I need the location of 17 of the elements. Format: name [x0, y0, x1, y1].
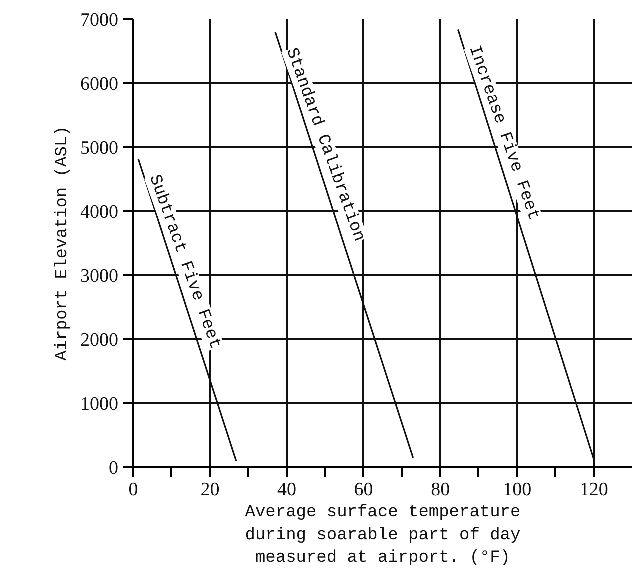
x-tick-label: 100 [503, 480, 532, 500]
x-tick-label: 40 [278, 480, 297, 500]
y-tick-label: 5000 [80, 138, 118, 159]
x-tick-label: 80 [431, 480, 450, 500]
x-tick-label: 120 [580, 480, 608, 500]
y-tick-label: 4000 [80, 202, 118, 223]
y-tick-label: 3000 [80, 266, 118, 287]
y-tick-label: 0 [109, 458, 118, 479]
y-tick-label: 7000 [80, 10, 118, 31]
y-tick-label: 2000 [80, 330, 118, 351]
y-tick-label: 1000 [80, 394, 118, 415]
x-tick-label: 20 [200, 480, 220, 500]
x-tick-label: 60 [354, 480, 374, 500]
x-tick-label: 0 [128, 480, 138, 500]
y-axis-title: Airport Elevation (ASL) [54, 126, 72, 361]
x-axis-title: Average surface temperature during soarable part of day measured at airport. (°F) [245, 504, 521, 568]
y-tick-label: 6000 [80, 74, 118, 95]
